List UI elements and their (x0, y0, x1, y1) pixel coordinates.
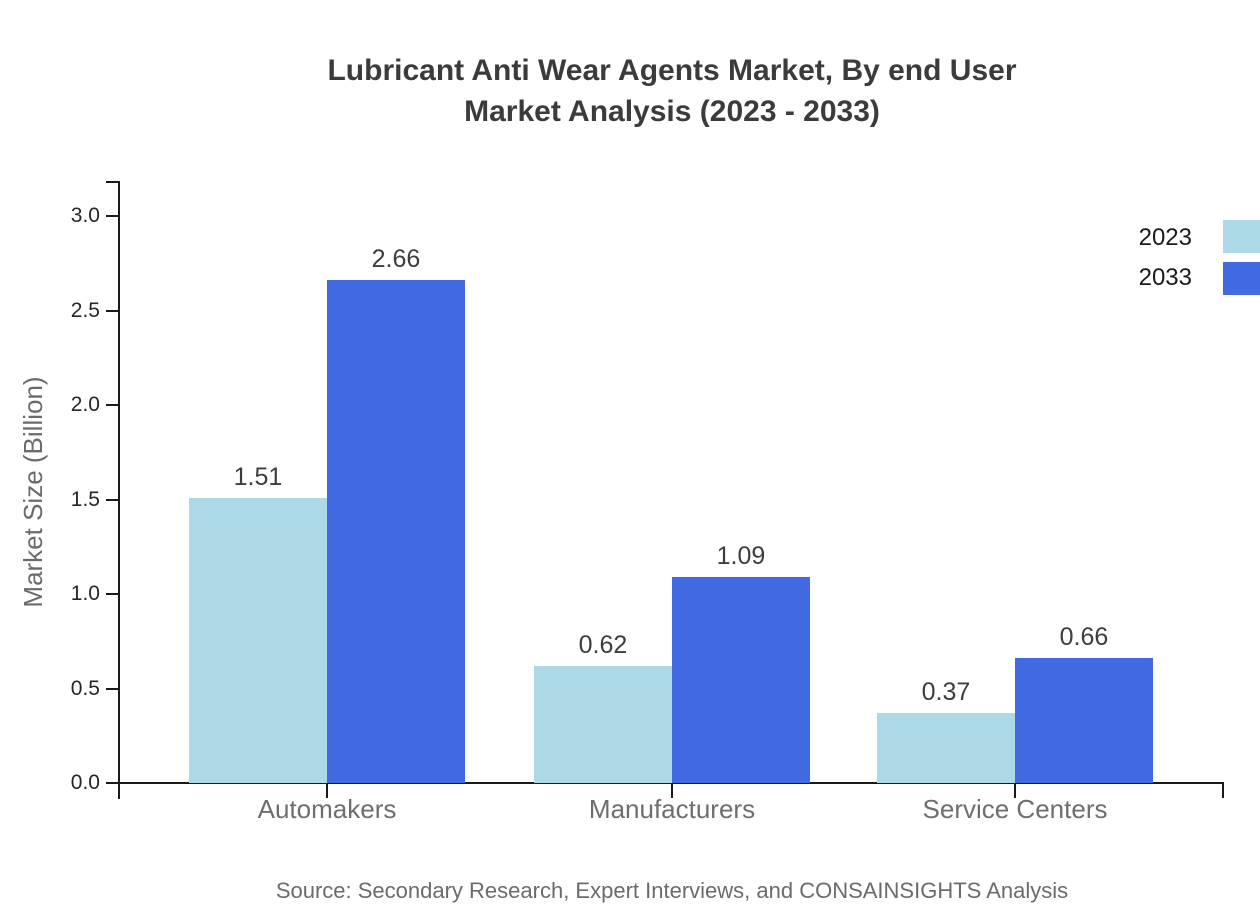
y-tick-1-0 (106, 593, 118, 595)
chart-title-line1: Lubricant Anti Wear Agents Market, By en… (327, 54, 1017, 87)
y-tick-3-0 (106, 215, 118, 217)
legend-swatch-2023 (1223, 220, 1260, 253)
bar-2023-manufacturers (534, 666, 672, 783)
y-tick-label-0-0: 0.0 (70, 771, 100, 794)
x-tick-service-centers (1014, 784, 1016, 798)
source-note: Source: Secondary Research, Expert Inter… (275, 878, 1069, 903)
y-tick-label-3-0: 3.0 (70, 204, 100, 227)
category-label-automakers: Automakers (257, 794, 397, 824)
y-tick-label-2-0: 2.0 (70, 393, 100, 416)
bar-2033-automakers (327, 280, 465, 783)
value-label-2023-service-centers: 0.37 (921, 678, 971, 706)
x-tick-manufacturers (671, 784, 673, 798)
category-label-service-centers: Service Centers (922, 794, 1108, 824)
y-tick-label-0-5: 0.5 (70, 677, 100, 700)
y-tick-label-1-5: 1.5 (70, 488, 100, 511)
legend-label-2033: 2033 (1138, 264, 1192, 291)
bar-2033-service-centers (1015, 658, 1153, 783)
y-axis-top-cap (106, 181, 120, 183)
chart-title: Lubricant Anti Wear Agents Market, By en… (84, 50, 1260, 132)
value-label-2033-automakers: 2.66 (371, 245, 421, 273)
y-tick-2-0 (106, 404, 118, 406)
bar-2023-service-centers (877, 713, 1015, 783)
y-axis-spine (118, 181, 120, 799)
y-tick-2-5 (106, 310, 118, 312)
bar-2023-automakers (189, 498, 327, 783)
x-axis-right-cap (1222, 782, 1224, 798)
chart-title-line2: Market Analysis (2023 - 2033) (464, 95, 880, 128)
value-label-2033-service-centers: 0.66 (1059, 623, 1109, 651)
value-label-2033-manufacturers: 1.09 (716, 542, 766, 570)
y-tick-label-1-0: 1.0 (70, 582, 100, 605)
y-tick-1-5 (106, 499, 118, 501)
legend-label-2023: 2023 (1138, 224, 1192, 251)
bar-2033-manufacturers (672, 577, 810, 783)
category-label-manufacturers: Manufacturers (588, 794, 756, 824)
x-axis-line (118, 782, 1224, 784)
x-tick-automakers (326, 784, 328, 798)
value-label-2023-automakers: 1.51 (233, 463, 283, 491)
y-tick-0-5 (106, 688, 118, 690)
value-label-2023-manufacturers: 0.62 (578, 631, 628, 659)
legend-swatch-2033 (1223, 262, 1260, 295)
y-tick-0-0 (106, 782, 118, 784)
y-tick-label-2-5: 2.5 (70, 299, 100, 322)
